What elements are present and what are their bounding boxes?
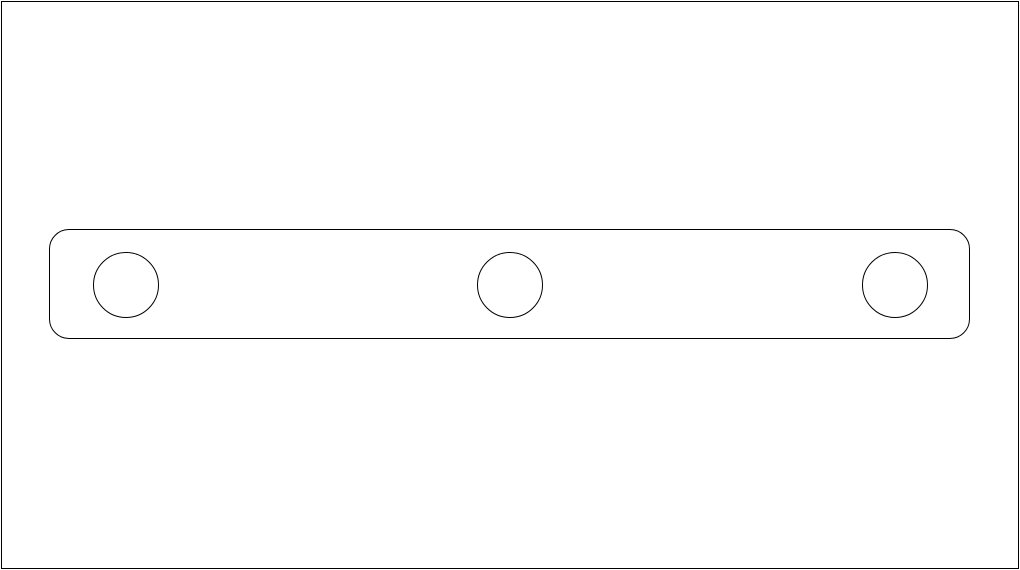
- diagram-canvas: [0, 0, 1020, 570]
- hole-right: [862, 252, 928, 318]
- hole-left: [93, 252, 159, 318]
- hole-center: [477, 252, 543, 318]
